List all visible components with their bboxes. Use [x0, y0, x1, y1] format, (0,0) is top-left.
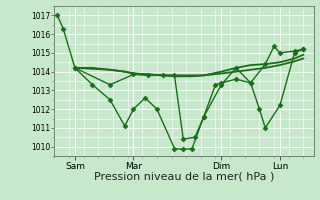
X-axis label: Pression niveau de la mer( hPa ): Pression niveau de la mer( hPa ): [94, 172, 274, 182]
